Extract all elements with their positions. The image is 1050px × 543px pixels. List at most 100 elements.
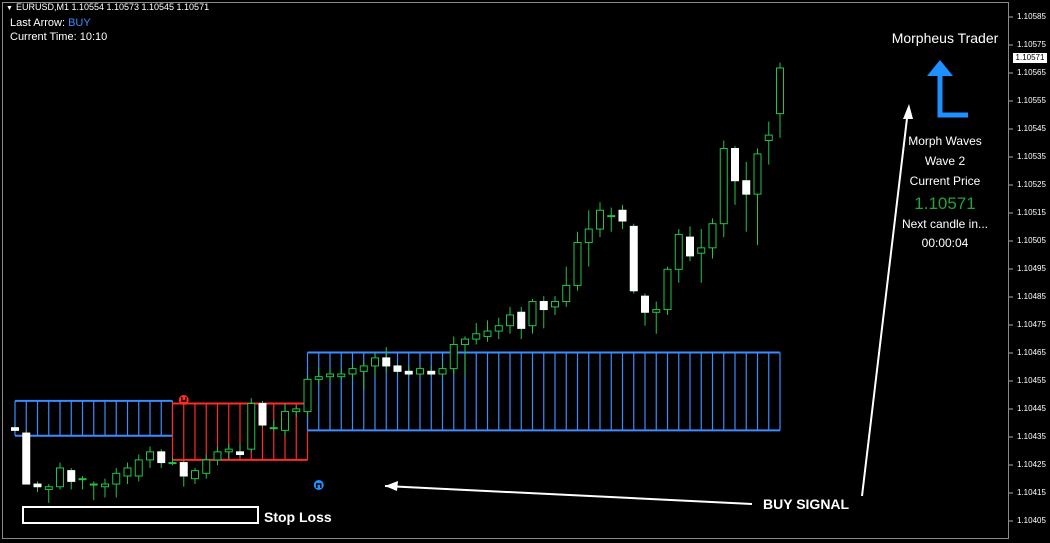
candle-body [78, 478, 87, 481]
candle-body [101, 483, 109, 488]
candle-body [618, 209, 627, 222]
candle-body [269, 427, 278, 430]
candle-body [33, 483, 42, 488]
candle-body [528, 301, 537, 327]
candle-body [314, 376, 323, 380]
price-axis-label: 1.10545 [1017, 124, 1046, 133]
candle-body [584, 228, 593, 243]
candle-body [753, 153, 762, 195]
price-axis-label: 1.10495 [1017, 264, 1046, 273]
current-time-value: 10:10 [79, 31, 108, 43]
price-axis-label: 1.10565 [1017, 68, 1046, 77]
price-axis-label: 1.10465 [1017, 348, 1046, 357]
candle-body [427, 370, 436, 375]
price-axis-label: 1.10555 [1017, 96, 1046, 105]
panel-pointer [861, 109, 909, 497]
candle-body [506, 314, 514, 327]
candle-body [731, 148, 739, 182]
price-axis-label: 1.10575 [1017, 40, 1046, 49]
next-candle-label: Next candle in... [901, 217, 989, 231]
candle-body [89, 483, 98, 486]
price-axis-label: 1.10515 [1017, 208, 1046, 217]
candle-body [449, 343, 458, 370]
price-axis-label: 1.10425 [1017, 460, 1046, 469]
candle-body [641, 295, 649, 313]
candle-body [348, 368, 357, 375]
price-axis-label: 1.10455 [1017, 376, 1046, 385]
candle-body [56, 467, 64, 488]
candle-body [697, 247, 706, 254]
candle-body [551, 301, 559, 308]
candle-body [337, 373, 346, 378]
candle-body [596, 209, 604, 230]
candle-body [652, 309, 661, 313]
candle-body [292, 408, 301, 413]
wave-number: Wave 2 [924, 154, 966, 168]
candle-body [371, 357, 379, 367]
candle-body [416, 368, 424, 375]
signal-glyph [316, 483, 322, 488]
candle-body [112, 472, 121, 485]
candle-body [202, 459, 211, 474]
candle-body [483, 330, 492, 337]
candle-body [224, 448, 233, 453]
candle-body [438, 368, 447, 375]
arrowhead-icon [903, 104, 913, 119]
price-axis-label: 1.10505 [1017, 236, 1046, 245]
current-price-label: Current Price [909, 174, 981, 188]
candle-body [67, 470, 76, 482]
candle-body [776, 67, 784, 115]
price-axis-label: 1.10485 [1017, 292, 1046, 301]
candle-body [629, 225, 638, 292]
candle-body [494, 325, 503, 332]
price-axis-label: 1.10525 [1017, 180, 1046, 189]
panel-title: Morpheus Trader [891, 30, 999, 46]
last-arrow-info: Last Arrow: BUY [10, 17, 91, 29]
countdown-value: 00:00:04 [921, 236, 969, 250]
price-axis-label: 1.10445 [1017, 404, 1046, 413]
buy-signal-label: BUY SIGNAL [763, 496, 850, 512]
candle-body [404, 370, 413, 375]
candle-body [562, 284, 571, 303]
candle-body [191, 470, 199, 480]
dropdown-icon[interactable]: ▼ [6, 5, 13, 12]
signal-glyph [181, 397, 187, 402]
candle-body [663, 268, 672, 311]
candle-body [281, 411, 289, 431]
price-axis-label: 1.10535 [1017, 152, 1046, 161]
current-price-tag: 1.10571 [1013, 53, 1047, 63]
candle-body [472, 333, 481, 340]
candle-body [382, 357, 391, 367]
symbol-header: ▼ EURUSD,M1 1.10554 1.10573 1.10545 1.105… [6, 2, 209, 12]
last-arrow-value: BUY [68, 17, 91, 29]
candle-body [179, 462, 188, 477]
price-axis-label: 1.10435 [1017, 432, 1046, 441]
candle-body [44, 486, 53, 490]
price-axis-label: 1.10475 [1017, 320, 1046, 329]
candle-body [258, 403, 267, 426]
price-axis-label: 1.10405 [1017, 516, 1046, 525]
candle-body [146, 451, 154, 461]
candle-body [393, 365, 402, 372]
candle-body [461, 338, 469, 345]
candle-body [742, 180, 751, 195]
candle-body [123, 467, 132, 477]
buy-signal-icon [313, 480, 324, 490]
candle-body [326, 373, 334, 378]
candle-body [686, 236, 694, 257]
arrowhead-icon [385, 481, 398, 491]
wave-name: Morph Waves [908, 134, 982, 148]
candle-body [359, 365, 368, 372]
stop-loss-label: Stop Loss [264, 509, 332, 525]
price-axis-label: 1.10415 [1017, 488, 1046, 497]
candle-body [719, 148, 728, 225]
candle-body [11, 427, 19, 431]
candle-body [236, 451, 244, 456]
up-arrow-head [927, 60, 953, 76]
current-price-value: 1.10571 [914, 194, 976, 213]
candle-body [517, 311, 526, 329]
candle-body [674, 233, 683, 270]
up-arrow-icon [937, 72, 968, 118]
